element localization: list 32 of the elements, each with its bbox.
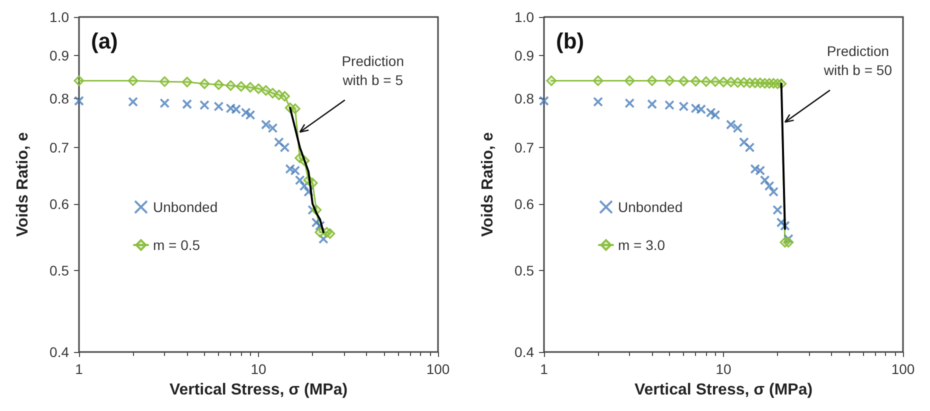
legend-label: Unbonded bbox=[153, 199, 218, 215]
y-tick-label: 0.7 bbox=[514, 139, 534, 156]
x-tick-label: 10 bbox=[250, 361, 266, 377]
x-tick-label: 100 bbox=[426, 361, 450, 377]
x-axis-title: Vertical Stress, σ (MPa) bbox=[169, 382, 348, 398]
y-tick-label: 0.6 bbox=[50, 196, 70, 212]
y-tick-label: 0.4 bbox=[50, 344, 70, 360]
x-tick-label: 10 bbox=[716, 361, 732, 377]
legend-label: m = 0.5 bbox=[153, 237, 200, 253]
y-tick-label: 0.5 bbox=[50, 262, 70, 278]
annotation: Prediction with b = 5 bbox=[340, 52, 405, 90]
legend-label: Unbonded bbox=[618, 199, 683, 215]
x-tick-label: 100 bbox=[891, 361, 915, 377]
y-tick-label: 0.9 bbox=[50, 48, 70, 64]
y-tick-label: 0.7 bbox=[50, 139, 70, 156]
y-tick-label: 0.8 bbox=[50, 90, 70, 107]
y-tick-label: 0.8 bbox=[514, 90, 534, 107]
y-tick-label: 1.0 bbox=[50, 9, 70, 25]
annotation: Prediction with b = 50 bbox=[822, 42, 893, 80]
y-tick-label: 0.5 bbox=[514, 262, 534, 278]
legend-label: m = 3.0 bbox=[618, 237, 666, 253]
text: (b) bbox=[556, 28, 584, 54]
y-tick-label: 0.9 bbox=[514, 48, 534, 64]
y-tick-label: 0.6 bbox=[514, 196, 534, 212]
y-axis-title: Voids Ratio, e bbox=[480, 132, 496, 237]
x-tick-label: 1 bbox=[75, 361, 84, 377]
x-axis-title: Vertical Stress, σ (MPa) bbox=[634, 382, 813, 398]
y-axis-title: Voids Ratio, e bbox=[14, 132, 32, 237]
text: (a) bbox=[91, 28, 118, 54]
x-tick-label: 1 bbox=[540, 361, 548, 377]
y-tick-label: 0.4 bbox=[514, 344, 534, 360]
y-tick-label: 1.0 bbox=[514, 9, 534, 25]
